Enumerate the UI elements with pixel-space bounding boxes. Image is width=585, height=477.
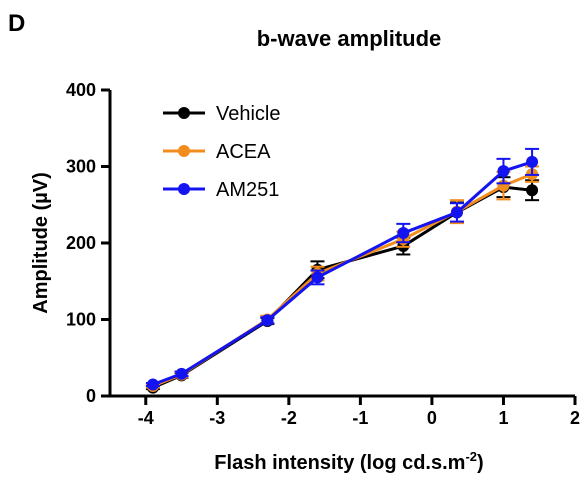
x-tick-label: -4 xyxy=(138,408,154,428)
y-tick-label: 100 xyxy=(66,310,96,330)
y-axis-label: Amplitude (µV) xyxy=(30,172,52,314)
y-tick-label: 300 xyxy=(66,157,96,177)
series-line xyxy=(152,172,533,388)
panel-letter: D xyxy=(8,10,25,37)
data-point xyxy=(311,271,324,284)
data-point xyxy=(497,165,510,178)
y-tick-label: 400 xyxy=(66,80,96,100)
chart-title: b-wave amplitude xyxy=(257,26,442,51)
x-tick-label: 1 xyxy=(498,408,508,428)
series-line xyxy=(152,160,533,386)
legend-label: AM251 xyxy=(216,179,279,201)
data-point xyxy=(261,314,274,327)
data-point xyxy=(175,367,188,380)
legend-marker xyxy=(178,145,190,157)
series-am251 xyxy=(145,147,540,391)
y-tick-label: 200 xyxy=(66,233,96,253)
axes: 0 100 200 300 400 -4 -3 -2 -1 0 1 2 xyxy=(66,80,580,428)
y-tick-label: 0 xyxy=(86,386,96,406)
data-point xyxy=(146,378,159,391)
x-axis-label: Flash intensity (log cd.s.m-2) xyxy=(214,449,483,474)
legend: Vehicle ACEA AM251 xyxy=(163,103,281,201)
x-axis-label-superscript: -2 xyxy=(465,449,477,464)
legend-marker xyxy=(178,107,190,119)
x-tick-label: -1 xyxy=(352,408,368,428)
data-point xyxy=(526,184,539,197)
x-axis-label-main: Flash intensity (log cd.s.m xyxy=(214,452,465,474)
x-axis-label-suffix: ) xyxy=(477,452,484,474)
data-point xyxy=(397,227,410,240)
x-tick-label: -3 xyxy=(209,408,225,428)
x-tick-label: 0 xyxy=(427,408,437,428)
data-point xyxy=(526,155,539,168)
x-tick-label: -2 xyxy=(281,408,297,428)
legend-marker xyxy=(178,183,190,195)
legend-label: Vehicle xyxy=(216,103,281,125)
legend-label: ACEA xyxy=(216,141,271,163)
plot-area xyxy=(145,147,540,394)
x-tick-label: 2 xyxy=(570,408,580,428)
data-point xyxy=(450,206,463,219)
